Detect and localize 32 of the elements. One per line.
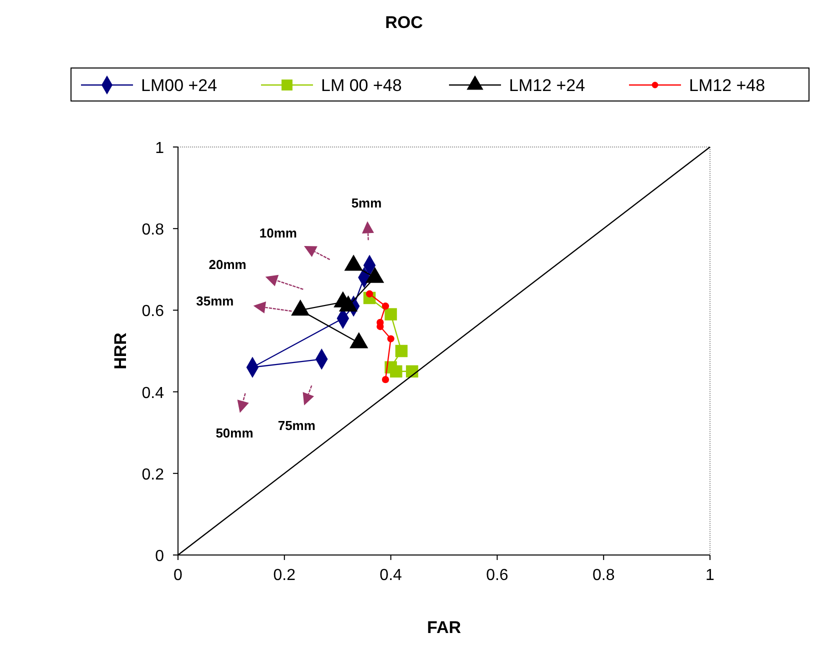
x-tick-label: 0.4 bbox=[380, 567, 402, 584]
x-tick-label: 1 bbox=[706, 567, 715, 584]
y-tick-label: 0.4 bbox=[142, 384, 164, 402]
x-axis-title: FAR bbox=[427, 618, 461, 637]
annotation: 20mm bbox=[208, 257, 246, 272]
point bbox=[382, 302, 390, 310]
point bbox=[395, 344, 408, 358]
y-tick-label: 0.2 bbox=[142, 466, 164, 484]
point bbox=[387, 335, 394, 342]
x-tick-label: 0.8 bbox=[592, 567, 615, 584]
annotation: 5mm bbox=[351, 195, 382, 210]
point bbox=[390, 365, 402, 378]
y-axis-title: HRR bbox=[111, 332, 130, 370]
chart-title: ROC bbox=[385, 13, 423, 32]
x-tick-label: 0.2 bbox=[273, 567, 296, 584]
y-tick-label: 1 bbox=[155, 140, 164, 157]
legend-label: LM12 +24 bbox=[509, 76, 586, 95]
point bbox=[366, 290, 374, 298]
point bbox=[382, 376, 390, 384]
y-tick-label: 0.6 bbox=[142, 303, 164, 320]
y-tick-label: 0 bbox=[155, 548, 164, 565]
annotation: 35mm bbox=[196, 293, 234, 308]
legend-label: LM 00 +48 bbox=[321, 76, 402, 95]
annotation: 50mm bbox=[216, 425, 254, 440]
point bbox=[384, 308, 397, 320]
x-tick-label: 0 bbox=[174, 567, 183, 584]
annotation: 75mm bbox=[278, 418, 316, 434]
x-tick-label: 0.6 bbox=[486, 567, 508, 584]
legend-label: LM00 +24 bbox=[141, 76, 218, 95]
annotation: 10mm bbox=[259, 226, 297, 241]
legend-label: LM12 +48 bbox=[689, 76, 766, 95]
y-tick-label: 0.8 bbox=[142, 222, 164, 239]
